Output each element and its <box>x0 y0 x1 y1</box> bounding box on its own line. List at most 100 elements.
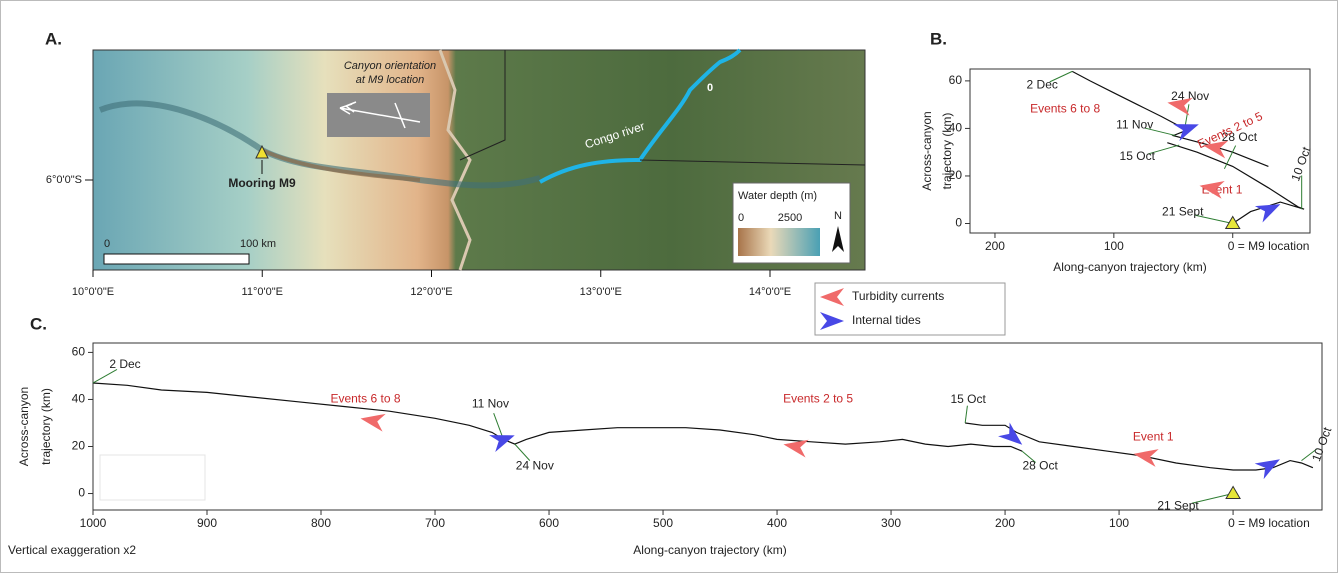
depth-title: Water depth (m) <box>738 190 817 202</box>
date-label: 28 Oct <box>1222 130 1258 144</box>
legend-items: Turbidity currents Internal tides <box>820 288 944 330</box>
legend-label: Internal tides <box>852 313 921 327</box>
x-tick-label: 1000 <box>80 516 107 530</box>
border <box>459 50 866 166</box>
panel-label: A. <box>45 29 62 48</box>
scale-end: 100 km <box>240 238 276 250</box>
y-tick-label: 0 <box>78 486 85 500</box>
y-tick-label: 60 <box>72 345 86 359</box>
date-label: 28 Oct <box>1022 458 1058 472</box>
x-axis-title: Along-canyon trajectory (km) <box>1053 260 1206 274</box>
date-label: 21 Sept <box>1162 205 1204 219</box>
congo-river <box>539 48 742 184</box>
orientation-title: at M9 location <box>356 74 424 86</box>
x-tick-label: 600 <box>539 516 559 530</box>
event-label: Events 6 to 8 <box>1030 102 1100 116</box>
date-label: 11 Nov <box>472 397 509 411</box>
x-tick-label: 800 <box>311 516 331 530</box>
legend-arrow <box>820 312 844 330</box>
legend <box>814 282 1006 336</box>
depth-ramp <box>738 228 820 256</box>
turbidity-arrow <box>783 439 809 458</box>
longitude-label: 11°0'0"E <box>242 286 283 298</box>
panel-label: B. <box>930 29 947 48</box>
note: Vertical exaggeration x2 <box>8 543 136 557</box>
date-leader <box>1301 448 1318 462</box>
plot-area <box>92 342 1323 511</box>
x-tick-label: 200 <box>985 239 1005 253</box>
x-tick-label: 300 <box>881 516 901 530</box>
legend-label: Turbidity currents <box>852 289 944 303</box>
date-leader <box>514 443 531 461</box>
y-tick-label: 40 <box>72 392 86 406</box>
y-axis-title: Across-canyon <box>920 111 934 190</box>
tide-arrow <box>1173 124 1199 141</box>
longitude-label: 14°0'0"E <box>749 286 791 298</box>
x-tick-label: 0 = M9 location <box>1228 516 1310 530</box>
y-tick-label: 0 <box>955 216 962 230</box>
latitude-label: 6°0'0"S <box>46 174 82 186</box>
date-label: 15 Oct <box>1120 149 1156 163</box>
date-leader <box>1191 493 1234 504</box>
date-leader <box>1147 144 1180 155</box>
turbidity-arrow <box>1203 140 1229 159</box>
date-label: 2 Dec <box>109 357 140 371</box>
y-axis-title: trajectory (km) <box>39 388 53 465</box>
plot-area <box>969 68 1311 234</box>
date-leader <box>1223 145 1237 170</box>
date-leader <box>1021 450 1036 463</box>
date-label: 24 Nov <box>516 458 554 472</box>
turbidity-arrow <box>1133 449 1159 467</box>
coastline <box>438 49 472 271</box>
date-leader <box>1049 70 1073 83</box>
x-tick-label: 0 = M9 location <box>1228 239 1310 253</box>
tide-arrow <box>998 422 1023 445</box>
x-tick-label: 400 <box>767 516 787 530</box>
orientation-arrow <box>339 101 421 129</box>
longitude-label: 10°0'0"E <box>72 286 114 298</box>
turbidity-arrow <box>360 413 386 432</box>
y-tick-label: 60 <box>949 73 963 87</box>
event-label: Events 2 to 5 <box>783 392 853 406</box>
y-tick-label: 20 <box>72 439 86 453</box>
mooring-marker <box>255 144 269 159</box>
canyon-fan <box>261 148 421 182</box>
y-axis-title: trajectory (km) <box>940 113 954 190</box>
x-tick-label: 900 <box>197 516 217 530</box>
tide-arrow <box>1254 459 1280 480</box>
x-tick-label: 200 <box>995 516 1015 530</box>
date-leader <box>1195 214 1233 224</box>
north-label: N <box>834 210 842 222</box>
x-tick-label: 700 <box>425 516 445 530</box>
scale-bar <box>103 253 250 265</box>
mooring <box>1224 215 1241 229</box>
river-mark: 0 <box>707 82 713 94</box>
x-tick-label: 100 <box>1109 516 1129 530</box>
date-label: 21 Sept <box>1157 499 1199 513</box>
depth-min: 0 <box>738 212 744 224</box>
charts: B. 200 100 0 = M9 location 0 20 40 60 Along-cany… <box>8 29 1335 557</box>
mooring <box>1225 485 1241 500</box>
turbidity-arrow <box>1167 97 1193 116</box>
event-label: Events 6 to 8 <box>330 392 400 406</box>
event-label: Event 1 <box>1133 429 1174 443</box>
turbidity-arrow <box>1199 181 1225 199</box>
mooring-label: Mooring M9 <box>228 176 296 190</box>
y-tick-label: 40 <box>949 121 963 135</box>
date-leader <box>493 413 504 440</box>
depth-max: 2500 <box>778 212 802 224</box>
longitude-label: 13°0'0"E <box>580 286 622 298</box>
date-label: 24 Nov <box>1171 89 1209 103</box>
x-tick-label: 500 <box>653 516 673 530</box>
legend-arrow <box>820 288 844 306</box>
scale-start: 0 <box>104 238 110 250</box>
x-tick-label: 100 <box>1104 239 1124 253</box>
y-axis-title: Across-canyon <box>17 387 31 466</box>
date-leader <box>1144 127 1176 137</box>
longitudes: 10°0'0"E 11°0'0"E 12°0'0"E 13°0'0"E 14°0'0"E <box>72 270 791 298</box>
date-label: 11 Nov <box>1116 118 1153 132</box>
date-leader <box>1184 104 1190 127</box>
longitude-label: 12°0'0"E <box>410 286 452 298</box>
map-panel: A. Canyon orientation at M9 location Con… <box>45 29 866 298</box>
